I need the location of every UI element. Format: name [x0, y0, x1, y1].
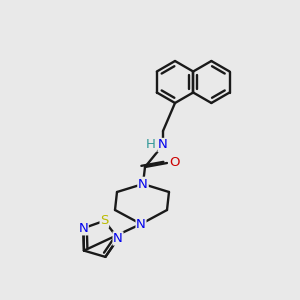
Text: N: N: [158, 139, 168, 152]
Text: N: N: [138, 178, 148, 190]
Text: N: N: [138, 178, 148, 190]
Text: S: S: [100, 214, 109, 227]
Text: O: O: [169, 155, 179, 169]
Text: N: N: [113, 232, 123, 245]
Text: H: H: [146, 139, 156, 152]
Text: N: N: [78, 222, 88, 235]
Text: N: N: [136, 218, 146, 230]
